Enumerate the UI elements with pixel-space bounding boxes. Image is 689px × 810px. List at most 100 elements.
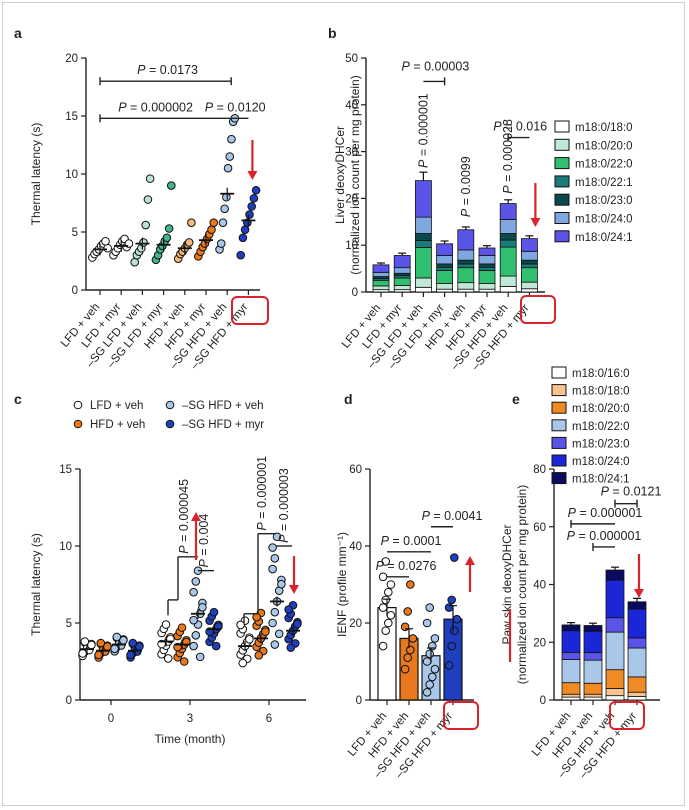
panel-a-point bbox=[209, 218, 218, 228]
panel-d-point bbox=[450, 626, 459, 636]
panel-e-bar-segment bbox=[627, 676, 647, 693]
panel-d-point bbox=[430, 634, 440, 643]
panel-e-legend-swatch bbox=[551, 419, 567, 432]
panel-d-point bbox=[386, 580, 396, 589]
panel-d-ytick-label: 20 bbox=[349, 618, 362, 630]
panel-b-legend-label: m18:0/24:1 bbox=[575, 232, 633, 244]
panel-b-legend-swatch bbox=[554, 157, 570, 170]
panel-c-xtick-label: 6 bbox=[266, 713, 272, 725]
panel-b-bar-segment bbox=[478, 288, 496, 293]
panel-b-bar-segment bbox=[393, 285, 411, 291]
panel-a-ytick-label: 10 bbox=[65, 169, 78, 181]
panel-c-point bbox=[110, 644, 119, 654]
panel-d-point bbox=[430, 664, 440, 674]
panel-d-red-arrow-up-head bbox=[465, 556, 475, 565]
panel-e-bar-segment bbox=[583, 630, 603, 654]
panel-a-point bbox=[238, 233, 248, 243]
panel-d-point bbox=[400, 664, 410, 674]
panel-b-bar-segment bbox=[372, 264, 390, 273]
panel-b-bar-segment bbox=[521, 267, 538, 283]
panel-d-ytick-label: 40 bbox=[349, 541, 362, 553]
panel-c-point bbox=[94, 650, 103, 660]
panel-c-point bbox=[270, 607, 280, 617]
panel-a-ytick-label: 5 bbox=[72, 227, 78, 239]
panel-c-legend-label: –SG HFD + veh bbox=[182, 400, 264, 412]
panel-d-myr-box bbox=[443, 701, 479, 730]
panel-d-pvalue: P = 0.0276 bbox=[376, 559, 437, 573]
panel-e-bar-segment bbox=[561, 651, 581, 660]
panel-c-xtick-label: 0 bbox=[108, 713, 114, 725]
panel-c-red-arrow-down-head bbox=[289, 585, 299, 594]
panel-e-bar-segment bbox=[605, 669, 625, 689]
panel-b-bar-segment bbox=[436, 270, 454, 284]
panel-b-bar-segment bbox=[521, 281, 538, 290]
panel-b-ytick-label: 50 bbox=[345, 53, 358, 65]
panel-b-bar-segment bbox=[499, 203, 517, 220]
panel-b-ylabel2: (normalized ion count per mg protein) bbox=[348, 75, 362, 274]
panel-e-ylabel: Paw skin deoxyDHCer bbox=[500, 524, 514, 644]
panel-e-legend-swatch bbox=[551, 472, 567, 485]
panel-c-point bbox=[126, 650, 135, 660]
panel-c-legend-marker bbox=[165, 400, 175, 410]
panel-b-bar-segment bbox=[499, 233, 517, 241]
panel-b-legend-swatch bbox=[554, 230, 570, 243]
panel-c-xtick-label: 3 bbox=[187, 713, 193, 725]
panel-b-bar-segment bbox=[414, 180, 432, 218]
panel-c-ytick-label: 15 bbox=[59, 464, 72, 476]
panel-a-pvalue: P = 0.000002 bbox=[118, 100, 193, 114]
panel-b-ytick-label: 20 bbox=[345, 193, 358, 205]
panel-e-bar-segment bbox=[627, 691, 647, 697]
panel-d-point bbox=[425, 603, 435, 612]
panel-c-point bbox=[270, 640, 280, 649]
panel-d-point bbox=[447, 595, 457, 605]
panel-a-point bbox=[101, 236, 110, 246]
panel-a-point bbox=[249, 194, 259, 203]
panel-a-point bbox=[141, 220, 150, 230]
panel-e-legend-label: m18:0/23:0 bbox=[572, 438, 630, 450]
panel-e-bar-segment bbox=[583, 659, 603, 684]
panel-c-point bbox=[189, 641, 198, 651]
panel-d-ytick-label: 60 bbox=[349, 464, 362, 476]
panel-d-point bbox=[408, 634, 418, 643]
panel-d-ylabel: IENF (profile mm⁻¹) bbox=[335, 532, 349, 637]
panel-b-bar-segment bbox=[414, 240, 432, 248]
panel-a-point bbox=[240, 225, 250, 234]
panel-e-bar-segment bbox=[627, 647, 647, 678]
panel-c-point bbox=[191, 577, 201, 586]
panel-e-bar-segment bbox=[605, 579, 625, 619]
panel-d-point bbox=[422, 688, 432, 697]
panel-b-bar-segment bbox=[457, 229, 475, 251]
panel-a-point bbox=[143, 195, 153, 204]
panel-c-point bbox=[189, 587, 198, 597]
panel-c-legend-label: HFD + veh bbox=[90, 419, 145, 431]
panel-d-point bbox=[381, 595, 391, 605]
panel-b-bar-segment bbox=[457, 259, 475, 265]
panel-e-bar-segment bbox=[583, 682, 603, 695]
panel-a-point bbox=[216, 239, 226, 248]
panel-e-bar-segment bbox=[627, 608, 647, 639]
panel-e-ytick-label: 40 bbox=[533, 580, 546, 592]
panel-b-bar-segment bbox=[478, 255, 496, 265]
panel-b-bar-segment bbox=[499, 239, 517, 248]
panel-d-point bbox=[384, 618, 393, 628]
panel-c-point bbox=[254, 651, 264, 660]
panel-b-bar-segment bbox=[372, 271, 390, 277]
panel-c-pvalue-vertical: P = 0.000001 bbox=[255, 456, 269, 531]
panel-b-myr-box bbox=[520, 295, 556, 324]
panel-d-point bbox=[403, 607, 413, 616]
panel-e-ytick-label: 60 bbox=[533, 522, 546, 534]
panel-d-point bbox=[422, 618, 432, 628]
panel-a-ylabel: Thermal latency (s) bbox=[29, 123, 43, 226]
panel-b-bar-segment bbox=[478, 270, 496, 284]
panel-c-point bbox=[191, 631, 201, 640]
panel-c-point bbox=[177, 623, 187, 632]
panel-d-point bbox=[381, 626, 391, 636]
panel-d-point bbox=[381, 557, 391, 566]
panel-c-point bbox=[209, 607, 219, 617]
panel-a-point bbox=[130, 257, 139, 267]
panel-b-legend-swatch bbox=[554, 193, 570, 206]
panel-e-bar-segment bbox=[627, 696, 647, 701]
panel-b-bar-segment bbox=[457, 263, 475, 269]
